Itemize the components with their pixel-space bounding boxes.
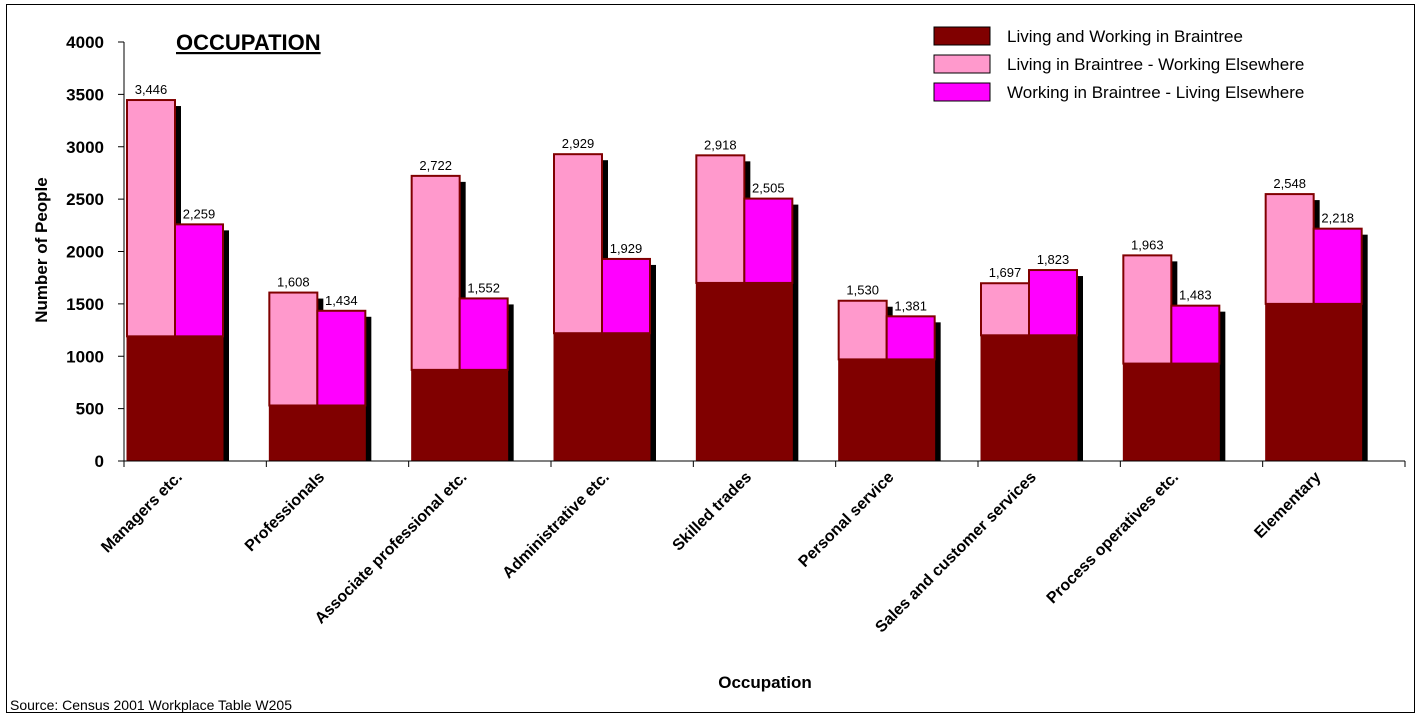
y-tick-label: 4000 [66,33,104,52]
data-label: 1,963 [1131,237,1164,252]
data-label: 1,929 [610,241,643,256]
category-label: Elementary [1251,469,1324,542]
bar-living-working [980,334,1030,462]
bar-working-elsewhere [174,223,224,338]
bar-living-working [601,332,651,462]
category-label: Professionals [242,469,328,555]
category-label: Skilled trades [670,469,756,555]
bar-living-working [1028,334,1078,462]
y-tick-label: 2500 [66,190,104,209]
bar-living-working [459,369,509,462]
category-label: Associate professional etc. [312,469,471,628]
bar-working-elsewhere [1028,269,1078,337]
bar-working-elsewhere [1312,227,1363,305]
bar-living-elsewhere [553,153,603,335]
bar-working-elsewhere [316,309,367,407]
bars-layer [126,99,1368,462]
data-label: 2,548 [1273,176,1306,191]
bar-living-working [126,335,176,462]
y-tick-label: 500 [76,400,104,419]
bar-working-elsewhere [885,315,936,361]
y-axis-title: Number of People [32,177,51,322]
bar-living-working [1265,303,1315,462]
y-tick-label: 2000 [66,243,104,262]
data-label: 1,483 [1179,288,1212,303]
bar-working-elsewhere [458,297,509,371]
bar-living-working [316,404,366,462]
bar-living-elsewhere [126,99,176,338]
bar-living-working [1122,363,1172,462]
y-tick-label: 0 [95,452,104,471]
bar-living-working [1313,303,1363,462]
source-note: Source: Census 2001 Workplace Table W205 [10,697,292,713]
category-label: Administrative etc. [500,469,613,582]
bar-living-elsewhere [837,299,888,361]
bar-living-working [695,282,745,462]
data-label: 1,697 [989,265,1022,280]
bar-living-elsewhere [980,282,1030,337]
data-label: 1,381 [894,298,927,313]
bar-living-elsewhere [268,291,319,407]
data-label: 2,918 [704,137,737,152]
axes-layer: 0 500 1000 1500 2000 2500 3000 3500 4000 [66,33,1406,471]
bar-living-elsewhere [410,174,461,371]
bar-living-working [553,332,603,462]
legend-swatch [933,26,991,46]
bar-living-working [743,282,793,462]
bar-living-working [1170,363,1220,462]
bar-living-elsewhere [1122,254,1173,365]
bar-living-elsewhere [1264,193,1315,305]
bar-living-working [268,404,318,462]
bar-working-elsewhere [601,257,651,335]
bar-working-elsewhere [743,197,794,284]
bar-living-working [174,335,224,462]
bar-living-working [838,358,888,462]
y-tick-label: 1500 [66,295,104,314]
legend-label: Living and Working in Braintree [1007,27,1243,46]
data-label: 2,929 [562,136,595,151]
bar-working-elsewhere [1170,304,1221,365]
data-label: 3,446 [135,82,168,97]
data-label: 2,218 [1321,211,1354,226]
category-label: Personal service [796,469,898,571]
bar-living-working [886,358,936,462]
data-label: 2,722 [419,158,452,173]
legend-label: Living in Braintree - Working Elsewhere [1007,55,1304,74]
bar-living-working [411,369,461,462]
category-label: Sales and customer services [872,469,1039,636]
legend-label: Working in Braintree - Living Elsewhere [1007,83,1304,102]
data-label: 1,552 [467,280,500,295]
x-axis-title: Occupation [718,673,812,692]
y-tick-label: 3000 [66,138,104,157]
y-tick-label: 1000 [66,347,104,366]
legend: Living and Working in Braintree Living in… [933,26,1304,102]
data-label: 1,823 [1037,252,1070,267]
data-label: 2,505 [752,181,785,196]
bar-living-elsewhere [695,154,746,284]
data-label: 1,434 [325,293,358,308]
data-label: 1,530 [846,283,879,298]
chart-title: OCCUPATION [176,30,321,55]
category-label: Managers etc. [98,469,185,556]
y-tick-label: 3500 [66,85,104,104]
legend-swatch [933,54,991,74]
data-label: 2,259 [183,206,216,221]
category-label: Process operatives etc. [1044,469,1182,607]
legend-swatch [933,82,991,102]
data-label: 1,608 [277,275,310,290]
